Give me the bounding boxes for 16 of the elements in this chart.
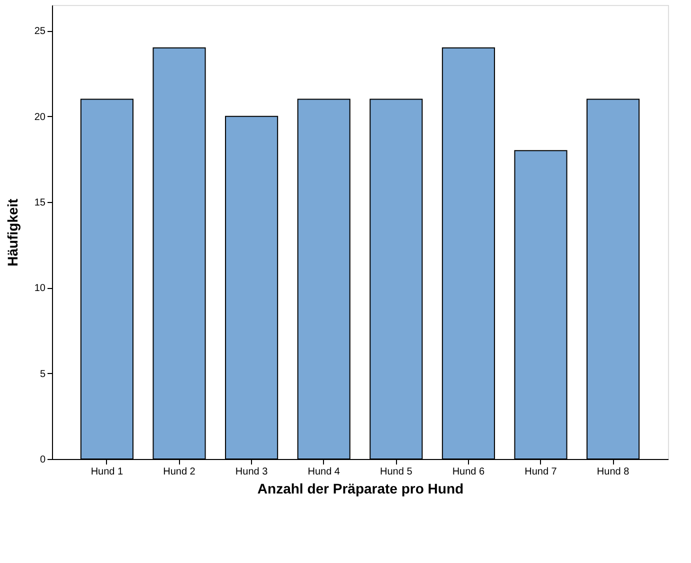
x-tick-label: Hund 6 (452, 466, 486, 478)
y-tick-label: 10 (34, 283, 46, 294)
x-tick-label: Hund 5 (380, 466, 413, 478)
y-axis-title: Häufigkeit (4, 198, 20, 266)
x-tick-label: Hund 1 (90, 466, 124, 478)
x-tick-label: Hund 2 (163, 466, 196, 478)
x-tick-label: Hund 8 (596, 466, 630, 478)
y-tick-label: 20 (34, 112, 46, 123)
y-tick-label: 15 (34, 198, 46, 209)
y-tick-label: 25 (34, 26, 46, 38)
y-tick-label: 0 (40, 454, 46, 466)
x-tick-label: Hund 4 (308, 466, 340, 478)
y-tick-label: 5 (40, 368, 46, 380)
x-axis-title: Anzahl der Präparate pro Hund (257, 480, 464, 496)
x-tick-label: Hund 7 (524, 466, 558, 478)
x-tick-label: Hund 3 (235, 466, 268, 478)
